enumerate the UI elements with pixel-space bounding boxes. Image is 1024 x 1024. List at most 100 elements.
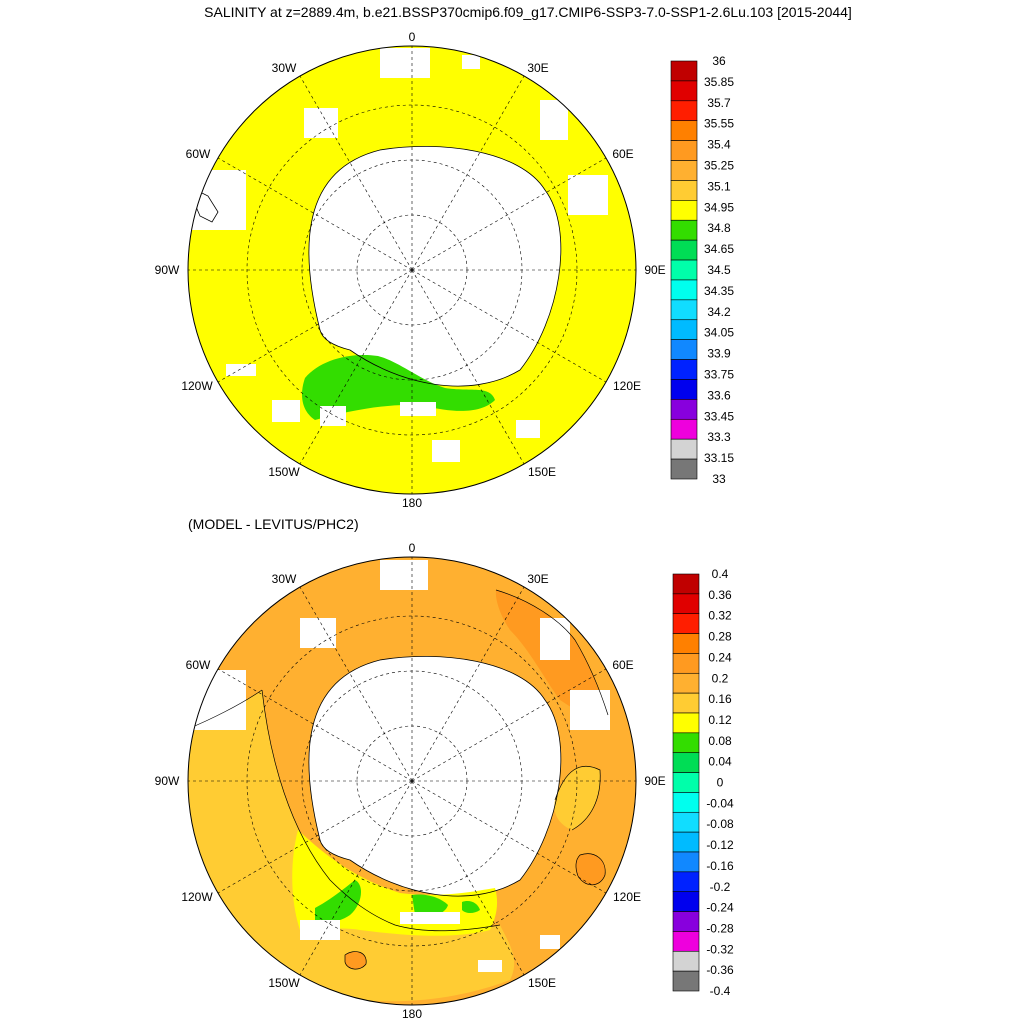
- field-0.2-0.24: [575, 853, 606, 885]
- colorbar-swatch: [672, 573, 700, 595]
- colorbar-label: 34.2: [707, 305, 731, 319]
- colorbar-label: 33.75: [704, 368, 734, 382]
- map-border: [187, 556, 637, 1006]
- map-border: [187, 45, 637, 495]
- missing-patch: [226, 364, 256, 376]
- colorbar-swatch: [670, 299, 698, 321]
- colorbar-label: 33.6: [707, 388, 731, 402]
- field-0.04-0.08: [412, 894, 448, 917]
- difference-map: [188, 557, 636, 1005]
- colorbar-label: 0.32: [708, 609, 732, 623]
- difference-field: [188, 557, 636, 1005]
- colorbar-swatch: [672, 752, 700, 773]
- colorbar-swatch: [670, 140, 698, 161]
- colorbar-swatch: [670, 259, 698, 281]
- colorbar-label: -0.16: [706, 859, 734, 873]
- missing-patch: [516, 420, 540, 438]
- missing-patch: [300, 920, 340, 940]
- colorbar-label: 0.24: [708, 650, 732, 664]
- field-0.04-0.08: [462, 900, 480, 913]
- colorbar-swatch: [672, 712, 700, 734]
- field-0.04-0.08: [315, 880, 362, 923]
- colorbar-swatch: [672, 732, 700, 754]
- colorbar-swatch: [672, 593, 700, 615]
- colorbar-swatch: [670, 60, 698, 82]
- colorbar-swatch: [672, 653, 700, 674]
- colorbar-label: 33.3: [707, 430, 731, 444]
- colorbar-label: -0.32: [706, 942, 734, 956]
- colorbar-swatch: [672, 613, 700, 634]
- field-34.65-34.8: [302, 354, 495, 420]
- colorbar-label: 35.55: [704, 117, 734, 131]
- colorbar-label: 34.35: [704, 284, 734, 298]
- colorbar-swatch: [672, 911, 700, 932]
- colorbar-label: 35.7: [707, 96, 731, 110]
- lon-label: 120E: [613, 890, 641, 904]
- missing-patch: [568, 175, 608, 215]
- colorbar-label: 34.5: [707, 263, 731, 277]
- salinity-map: [188, 46, 636, 494]
- colorbar-label: 36: [712, 54, 726, 68]
- lon-label: 30E: [527, 61, 548, 75]
- field-34.8-34.95: [188, 46, 636, 494]
- colorbar-swatch: [672, 633, 700, 654]
- missing-patch: [462, 55, 480, 69]
- lon-label: 180: [402, 496, 422, 510]
- colorbar-swatch: [670, 438, 698, 460]
- field-0.12-0.16: [188, 690, 515, 1002]
- colorbar-label: -0.08: [706, 817, 734, 831]
- colorbar-label: -0.04: [706, 796, 734, 810]
- missing-patch: [380, 48, 430, 78]
- lon-label: 120W: [181, 379, 213, 393]
- colorbar-label: 0.36: [708, 588, 732, 602]
- lon-label: 120W: [181, 890, 213, 904]
- colorbar-label: 33.15: [704, 451, 734, 465]
- colorbar-swatch: [672, 871, 700, 893]
- colorbar-label: 33.45: [704, 409, 734, 423]
- colorbar-swatch: [670, 80, 698, 102]
- lon-label: 60W: [186, 147, 211, 161]
- colorbar-swatch: [670, 418, 698, 440]
- lon-label: 0: [409, 541, 416, 555]
- graticule: [188, 557, 636, 1005]
- antarctica-coastline: [308, 656, 562, 897]
- colorbar-label: -0.2: [710, 880, 731, 894]
- colorbar-label: 33.9: [707, 347, 731, 361]
- missing-patch: [540, 100, 568, 140]
- colorbar-label: 35.85: [704, 75, 734, 89]
- missing-patch: [272, 400, 300, 422]
- lon-label: 120E: [613, 379, 641, 393]
- colorbar-label: 0: [717, 776, 724, 790]
- difference-colorbar: 0.4 0.36 0.32 0.28 0.24 0.2 0.16 0.12 0.08 0.04 0 -…: [672, 567, 734, 998]
- colorbar-swatch: [670, 160, 698, 181]
- missing-patch: [432, 440, 460, 462]
- antarctica-coastline: [308, 146, 562, 387]
- lon-label: 60E: [612, 658, 633, 672]
- colorbar-swatch: [670, 180, 698, 201]
- colorbar-swatch: [672, 891, 700, 912]
- missing-patch: [188, 170, 246, 230]
- colorbar-label: 0.4: [712, 567, 729, 581]
- colorbar-swatch: [672, 851, 700, 873]
- salinity-title: SALINITY at z=2889.4m, b.e21.BSSP370cmip…: [204, 4, 852, 20]
- salinity-field: [188, 46, 636, 494]
- colorbar-label: 0.28: [708, 630, 732, 644]
- missing-patch: [190, 670, 246, 730]
- colorbar-label: 0.04: [708, 755, 732, 769]
- colorbar-label: 34.95: [704, 200, 734, 214]
- colorbar-swatch: [670, 379, 698, 400]
- colorbar-label: -0.4: [710, 984, 731, 998]
- colorbar-swatch: [670, 319, 698, 340]
- missing-patch: [304, 108, 338, 138]
- colorbar-label: 0.2: [712, 671, 729, 685]
- difference-panel: (MODEL - LEVITUS/PHC2): [155, 516, 734, 1021]
- longitude-labels: 0 30E 60E 90E 120E 150E 180 150W 120W 90…: [155, 541, 666, 1021]
- colorbar-swatch: [670, 458, 698, 480]
- colorbar-swatch: [670, 200, 698, 221]
- missing-patch: [540, 618, 570, 660]
- colorbar-swatch: [672, 811, 700, 833]
- lon-label: 150W: [268, 465, 300, 479]
- longitude-labels: 0 30E 60E 90E 120E 150E 180 150W 120W 90…: [155, 30, 666, 510]
- colorbar-label: 35.4: [707, 138, 731, 152]
